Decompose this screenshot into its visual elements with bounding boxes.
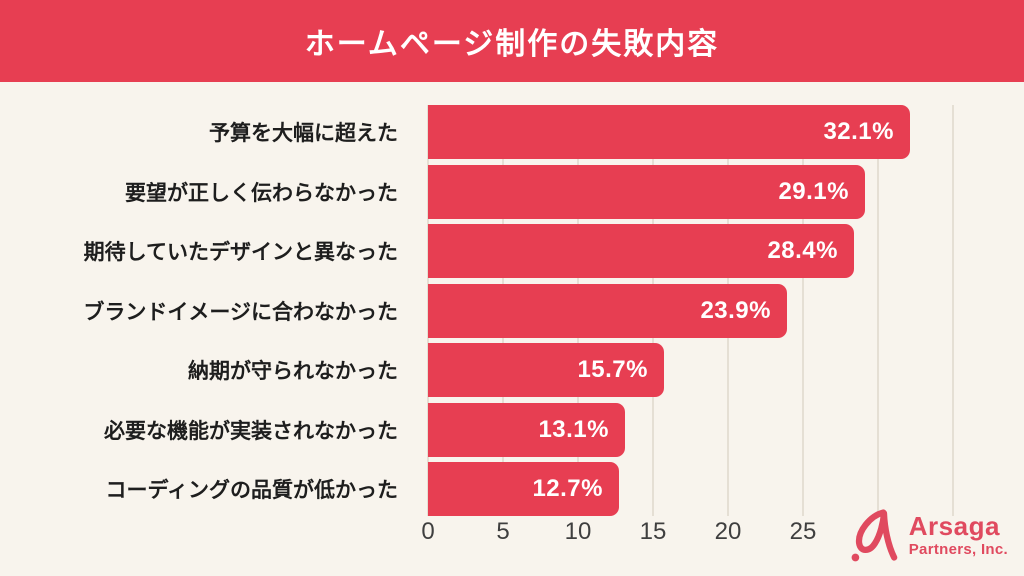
category-label: ブランドイメージに合わなかった — [83, 301, 398, 324]
bar: 13.1% — [428, 403, 625, 457]
logo-suffix: Partners, Inc. — [908, 541, 1008, 558]
category-label: 予算を大幅に超えた — [209, 122, 398, 145]
header-banner: ホームページ制作の失敗内容 — [0, 0, 1024, 82]
gridline — [877, 105, 879, 516]
bar: 32.1% — [428, 105, 910, 159]
x-tick-label: 20 — [714, 518, 742, 545]
x-tick-label: 5 — [496, 518, 510, 545]
value-label: 13.1% — [538, 416, 609, 443]
bar: 15.7% — [428, 343, 664, 397]
category-label: 必要な機能が実装されなかった — [104, 420, 398, 443]
gridline — [802, 105, 804, 516]
value-label: 29.1% — [778, 178, 849, 205]
logo-name: Arsaga — [908, 511, 1000, 541]
x-tick-label: 25 — [789, 518, 817, 545]
x-tick-label: 0 — [421, 518, 435, 545]
value-label: 23.9% — [700, 297, 771, 324]
page-title: ホームページ制作の失敗内容 — [304, 28, 720, 61]
value-label: 12.7% — [532, 475, 603, 502]
category-label: 期待していたデザインと異なった — [83, 241, 398, 264]
arsaga-a-icon — [851, 509, 898, 562]
gridline — [952, 105, 954, 516]
bar: 23.9% — [428, 284, 787, 338]
logo-text: Arsaga Partners, Inc. — [909, 513, 1008, 557]
category-label: 要望が正しく伝わらなかった — [125, 182, 398, 205]
logo: Arsaga Partners, Inc. — [850, 506, 1008, 564]
value-label: 15.7% — [577, 356, 648, 383]
category-label: コーディングの品質が低かった — [105, 479, 398, 502]
bar: 28.4% — [428, 224, 854, 278]
value-label: 28.4% — [767, 237, 838, 264]
x-tick-label: 10 — [564, 518, 592, 545]
bar: 12.7% — [428, 462, 619, 516]
bar-chart: 予算を大幅に超えた要望が正しく伝わらなかった期待していたデザインと異なった ブラン… — [0, 82, 1024, 576]
value-label: 32.1% — [823, 118, 894, 145]
category-label: 納期が守られなかった — [188, 360, 398, 383]
bar: 29.1% — [428, 165, 865, 219]
x-tick-label: 15 — [639, 518, 667, 545]
